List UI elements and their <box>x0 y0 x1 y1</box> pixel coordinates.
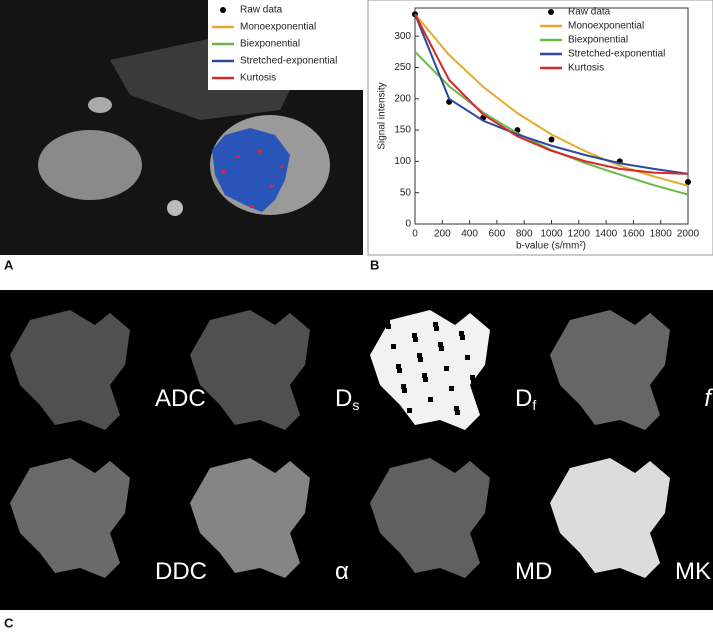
legend-label: Biexponential <box>568 35 628 46</box>
x-tick-label: 2000 <box>677 229 700 240</box>
x-tick-label: 0 <box>412 229 418 240</box>
fit-curve <box>414 13 689 175</box>
legend-label: Stretched-exponential <box>240 56 337 67</box>
roi-dots <box>222 150 283 208</box>
map-speckle <box>422 373 427 378</box>
map-speckle <box>428 397 433 402</box>
map-label-main: MK <box>675 558 711 585</box>
x-tick-label: 800 <box>516 229 533 240</box>
x-tick-label: 1600 <box>622 229 645 240</box>
x-tick-label: 400 <box>461 229 478 240</box>
map-speckle <box>444 366 449 371</box>
panel-label: A <box>4 257 14 272</box>
map-speckle <box>454 406 459 411</box>
y-tick-label: 50 <box>400 187 412 198</box>
kidney <box>38 130 142 200</box>
map-label: MD <box>515 558 552 585</box>
legend-marker <box>220 7 226 13</box>
fit-curve <box>414 13 689 175</box>
map-label-main: D <box>335 385 352 412</box>
map-label: MK <box>675 558 711 585</box>
map-label-main: MD <box>515 558 552 585</box>
map-speckle <box>471 379 476 384</box>
map-speckle <box>407 408 412 413</box>
legend-label: Biexponential <box>240 39 300 50</box>
map-label-main: α <box>335 558 349 585</box>
map-label: Df <box>515 385 536 412</box>
map-speckle <box>455 410 460 415</box>
fit-curve <box>414 13 689 187</box>
x-tick-label: 1000 <box>540 229 563 240</box>
vessel <box>167 200 183 216</box>
map-speckle <box>412 333 417 338</box>
panel-label: B <box>370 257 379 272</box>
map-speckle <box>465 355 470 360</box>
map-speckle <box>413 337 418 342</box>
map-speckle <box>434 326 439 331</box>
y-tick-label: 200 <box>394 93 411 104</box>
vessel <box>88 97 112 113</box>
y-tick-label: 0 <box>405 219 411 230</box>
raw-point <box>548 136 555 143</box>
raw-point <box>685 179 691 186</box>
map-label: ADC <box>155 385 206 412</box>
legend-label: Stretched-exponential <box>568 49 665 60</box>
y-tick-label: 300 <box>394 31 411 42</box>
map-speckle <box>475 395 480 400</box>
y-tick-label: 100 <box>394 156 411 167</box>
y-tick-label: 150 <box>394 125 411 136</box>
map-speckle <box>438 342 443 347</box>
map-label: f <box>704 385 713 412</box>
map-label-main: f <box>704 385 713 412</box>
y-tick-label: 250 <box>394 62 411 73</box>
map-speckle <box>460 335 465 340</box>
map-label: Ds <box>335 385 359 412</box>
map-speckle <box>385 320 390 325</box>
tumor-roi <box>212 128 290 212</box>
x-tick-label: 600 <box>489 229 506 240</box>
map-speckle <box>417 353 422 358</box>
legend-label: Kurtosis <box>568 63 604 74</box>
map-speckle <box>449 386 454 391</box>
map-speckle <box>401 384 406 389</box>
x-axis-label: b-value (s/mm²) <box>516 241 586 252</box>
map-speckle <box>386 324 391 329</box>
legend-label: Raw data <box>240 5 283 16</box>
panel-label: C <box>4 615 14 630</box>
legend-label: Monoexponential <box>240 22 316 33</box>
x-tick-label: 1800 <box>650 229 673 240</box>
map-label-sub: s <box>352 397 359 413</box>
legend-label: Kurtosis <box>240 73 276 84</box>
map-speckle <box>418 357 423 362</box>
map-speckle <box>439 346 444 351</box>
map-speckle <box>396 364 401 369</box>
x-tick-label: 1400 <box>595 229 618 240</box>
legend-marker <box>548 9 554 15</box>
map-speckle <box>433 322 438 327</box>
map-label-main: D <box>515 385 532 412</box>
x-tick-label: 200 <box>434 229 451 240</box>
map-label-main: ADC <box>155 385 206 412</box>
map-speckle <box>459 331 464 336</box>
map-label: DDC <box>155 558 207 585</box>
map-speckle <box>476 399 481 404</box>
map-speckle <box>397 368 402 373</box>
map-label-main: DDC <box>155 558 207 585</box>
map-speckle <box>423 377 428 382</box>
x-tick-label: 1200 <box>568 229 591 240</box>
map-speckle <box>402 388 407 393</box>
map-speckle <box>391 344 396 349</box>
legend-label: Raw data <box>568 7 611 18</box>
map-label-sub: f <box>532 397 536 413</box>
map-label: α <box>335 558 349 585</box>
legend-label: Monoexponential <box>568 21 644 32</box>
y-axis-label: Signal intensity <box>377 82 388 149</box>
map-speckle <box>470 375 475 380</box>
